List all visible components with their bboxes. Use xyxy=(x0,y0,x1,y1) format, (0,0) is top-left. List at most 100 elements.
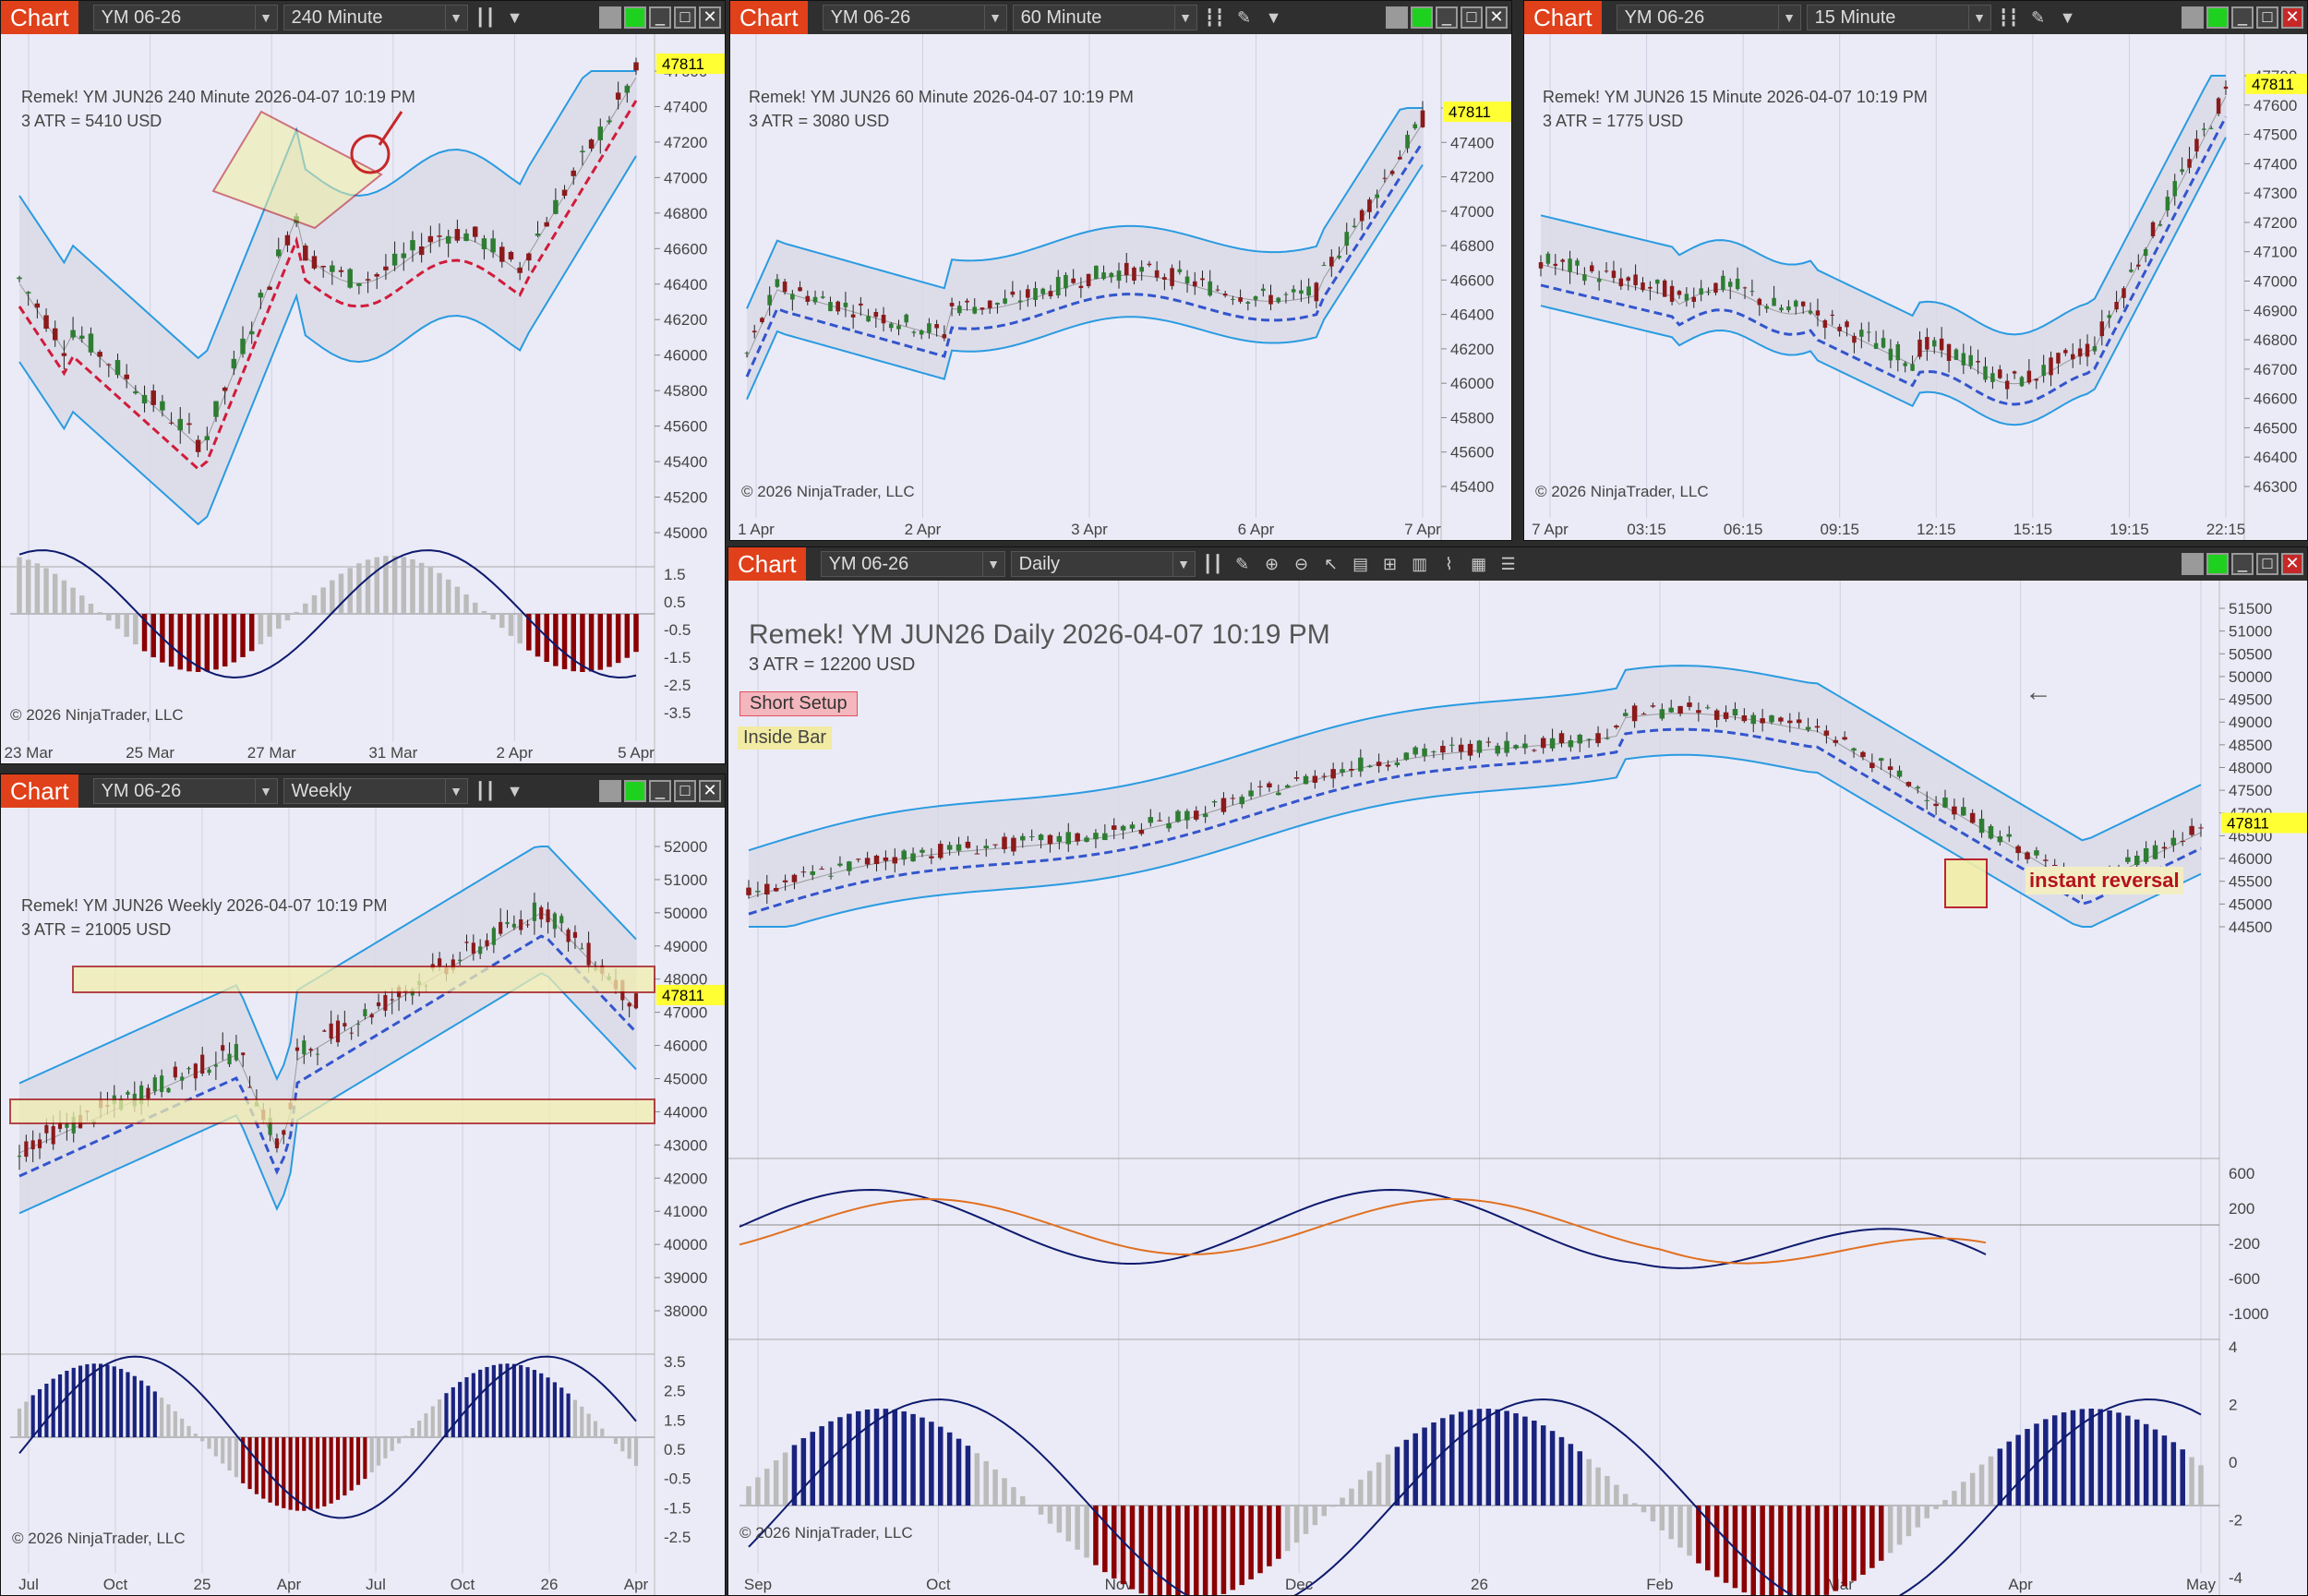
bar-type-icon[interactable]: ┇┇ xyxy=(1204,8,1225,27)
bar-type-icon[interactable]: ┇┇ xyxy=(1998,8,2019,27)
instrument-selector[interactable]: YM 06-26 ▼ xyxy=(822,5,1007,30)
minimize-button[interactable]: _ xyxy=(649,780,671,802)
chart-tab[interactable]: Chart xyxy=(730,1,808,34)
chevron-down-icon[interactable]: ▼ xyxy=(254,6,277,30)
maximize-button[interactable]: □ xyxy=(674,6,696,29)
strategies-icon[interactable]: ⌇ xyxy=(1445,555,1453,573)
chevron-down-icon[interactable]: ▼ xyxy=(1173,6,1196,30)
chevron-down-icon[interactable]: ▼ xyxy=(981,552,1004,576)
support-zone xyxy=(9,1098,655,1124)
bar-type-icon[interactable]: ┃┃ xyxy=(1202,555,1223,573)
candle-body xyxy=(491,928,496,945)
chevron-down-icon[interactable]: ▼ xyxy=(444,6,467,30)
chevron-down-icon[interactable]: ▼ xyxy=(1265,8,1282,27)
histogram-bar xyxy=(546,1377,550,1437)
chevron-down-icon[interactable]: ▼ xyxy=(1777,6,1800,30)
chevron-down-icon[interactable]: ▼ xyxy=(254,779,277,803)
candle-body xyxy=(1721,275,1725,291)
close-button[interactable]: ✕ xyxy=(2281,6,2303,29)
instrument-selector[interactable]: YM 06-26 ▼ xyxy=(820,551,1005,577)
indicators-icon[interactable]: ▥ xyxy=(1412,555,1428,573)
green-link-button[interactable] xyxy=(2206,6,2229,29)
zoom-out-icon[interactable]: ⊖ xyxy=(1294,555,1309,573)
candle-body xyxy=(810,871,816,875)
green-link-button[interactable] xyxy=(2206,553,2229,575)
interval-selector[interactable]: Weekly ▼ xyxy=(282,778,468,804)
data-box-icon[interactable]: ▤ xyxy=(1352,555,1369,573)
histogram-bar xyxy=(633,614,639,653)
interval-selector[interactable]: Daily ▼ xyxy=(1010,551,1196,577)
drawing-pencil-icon[interactable]: ✎ xyxy=(1237,8,1252,27)
minimize-button[interactable]: _ xyxy=(649,6,671,29)
chevron-down-icon[interactable]: ▼ xyxy=(2059,8,2076,27)
close-button[interactable]: ✕ xyxy=(699,780,721,802)
instrument-selector[interactable]: YM 06-26 ▼ xyxy=(92,778,278,804)
candle-body xyxy=(471,942,475,954)
zoom-in-icon[interactable]: ⊕ xyxy=(1265,555,1280,573)
candle-body xyxy=(146,1087,150,1099)
candle-body xyxy=(258,293,264,298)
properties-icon[interactable]: ⊞ xyxy=(1383,555,1398,573)
chart-trader-icon[interactable]: ▦ xyxy=(1471,555,1487,573)
interval-selector[interactable]: 240 Minute ▼ xyxy=(282,5,468,30)
oscillator-tick-label: 4 xyxy=(2229,1338,2237,1356)
chart-tab[interactable]: Chart xyxy=(1524,1,1602,34)
chevron-down-icon[interactable]: ▼ xyxy=(506,782,523,800)
interval-selector[interactable]: 60 Minute ▼ xyxy=(1012,5,1197,30)
price-tick-label: 45600 xyxy=(1450,444,1494,462)
chart-window-weekly[interactable]: Chart YM 06-26 ▼ Weekly ▼ ┃┃ ▼ _ □ ✕ 52000… xyxy=(0,774,726,1596)
minimize-button[interactable]: _ xyxy=(1436,6,1458,29)
chart-tab[interactable]: Chart xyxy=(1,1,78,34)
link-color-button[interactable] xyxy=(599,780,621,802)
link-color-button[interactable] xyxy=(1386,6,1408,29)
chart-panel[interactable]: 4770047600475004740047300472004710047000… xyxy=(1524,34,2307,540)
close-button[interactable]: ✕ xyxy=(2281,553,2303,575)
chart-panel[interactable]: 52000 51000 50000 49000 48000 47000 46000 45000… xyxy=(1,808,725,1595)
drawing-pencil-icon[interactable]: ✎ xyxy=(2031,8,2046,27)
histogram-bar xyxy=(855,1410,861,1506)
chart-panel[interactable]: 51500 51000 50500 50000 49500 49000 48500 48000… xyxy=(728,581,2307,1595)
chart-window-15min[interactable]: Chart YM 06-26 ▼ 15 Minute ▼ ┇┇ ✎ ▼ _ □ ✕ … xyxy=(1523,0,2308,541)
minimize-button[interactable]: _ xyxy=(2231,6,2254,29)
bar-type-icon[interactable]: ┃┃ xyxy=(475,8,496,27)
time-axis-label: Dec xyxy=(1285,1576,1314,1593)
chart-tab[interactable]: Chart xyxy=(728,547,806,581)
list-icon[interactable]: ☰ xyxy=(1500,555,1516,573)
pointer-icon[interactable]: ↖ xyxy=(1324,555,1339,573)
chart-window-60min[interactable]: Chart YM 06-26 ▼ 60 Minute ▼ ┇┇ ✎ ▼ _ □ ✕ … xyxy=(729,0,1512,541)
oscillator-tick-label: -1.5 xyxy=(664,649,691,666)
instrument-selector[interactable]: YM 06-26 ▼ xyxy=(1616,5,1801,30)
chevron-down-icon[interactable]: ▼ xyxy=(983,6,1006,30)
back-arrow-icon[interactable]: ← xyxy=(2025,677,2052,707)
midline xyxy=(748,713,2202,899)
chart-tab[interactable]: Chart xyxy=(1,774,78,808)
candle-body xyxy=(2070,354,2075,360)
maximize-button[interactable]: □ xyxy=(2256,553,2278,575)
green-link-button[interactable] xyxy=(624,6,646,29)
chart-panel[interactable]: 4760047400472004700046800466004640046200… xyxy=(730,34,1511,540)
maximize-button[interactable]: □ xyxy=(674,780,696,802)
chart-window-240min[interactable]: Chart YM 06-26 ▼ 240 Minute ▼ ┃┃ ▼ _ □ ✕ 4… xyxy=(0,0,726,764)
maximize-button[interactable]: □ xyxy=(2256,6,2278,29)
link-color-button[interactable] xyxy=(599,6,621,29)
link-color-button[interactable] xyxy=(2182,6,2204,29)
time-axis-label: 7 Apr xyxy=(1532,521,1569,538)
drawing-pencil-icon[interactable]: ✎ xyxy=(1235,555,1250,573)
bar-type-icon[interactable]: ┃┃ xyxy=(475,782,496,800)
minimize-button[interactable]: _ xyxy=(2231,553,2254,575)
chevron-down-icon[interactable]: ▼ xyxy=(1172,552,1195,576)
green-link-button[interactable] xyxy=(1411,6,1433,29)
interval-selector[interactable]: 15 Minute ▼ xyxy=(1806,5,1991,30)
chevron-down-icon[interactable]: ▼ xyxy=(506,8,523,27)
link-color-button[interactable] xyxy=(2182,553,2204,575)
candle-body xyxy=(956,306,962,314)
chevron-down-icon[interactable]: ▼ xyxy=(444,779,467,803)
instrument-selector[interactable]: YM 06-26 ▼ xyxy=(92,5,278,30)
close-button[interactable]: ✕ xyxy=(699,6,721,29)
green-link-button[interactable] xyxy=(624,780,646,802)
chevron-down-icon[interactable]: ▼ xyxy=(1967,6,1990,30)
chart-window-daily[interactable]: Chart YM 06-26 ▼ Daily ▼ ┃┃ ✎ ⊕ ⊖ ↖ ▤ ⊞ ▥ … xyxy=(727,546,2308,1596)
close-button[interactable]: ✕ xyxy=(1485,6,1508,29)
maximize-button[interactable]: □ xyxy=(1461,6,1483,29)
chart-panel[interactable]: 4760047400472004700046800466004640046200… xyxy=(1,34,725,763)
